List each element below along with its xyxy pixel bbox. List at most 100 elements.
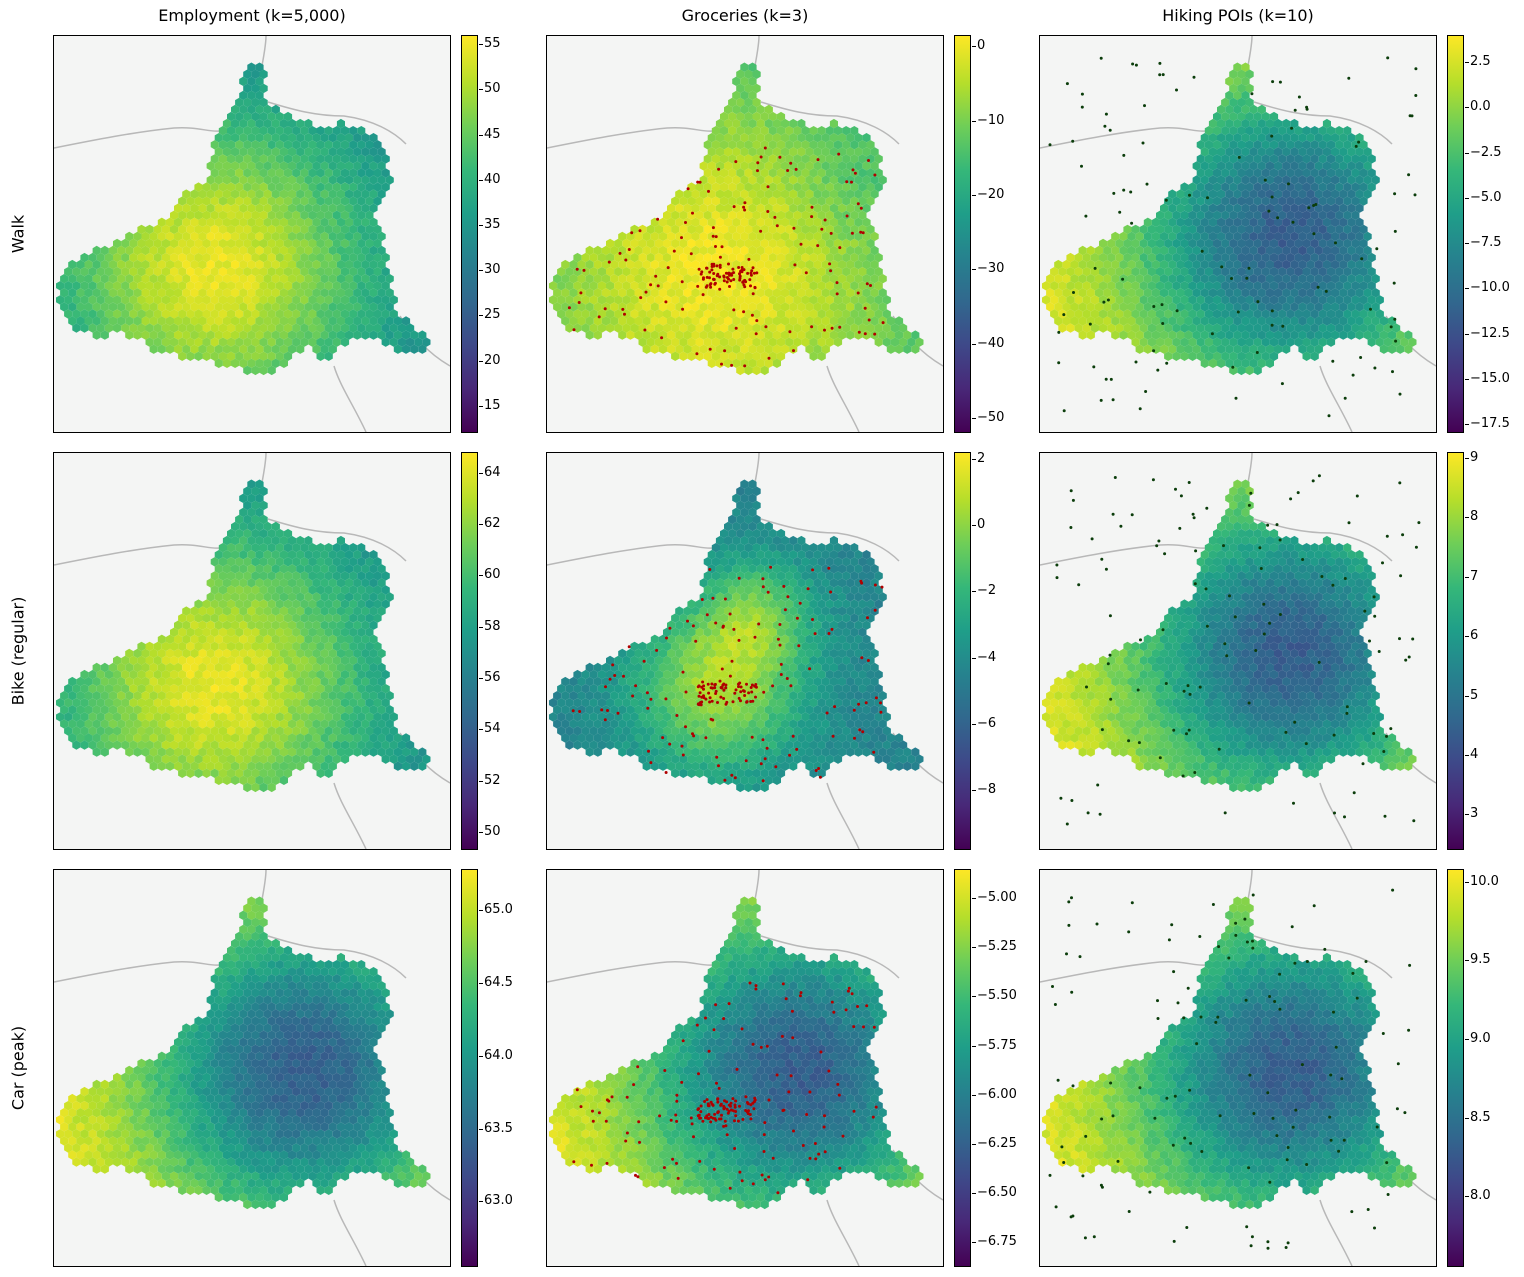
hex-cell [279,578,288,588]
hex-cell [724,133,733,143]
hex-cell [170,641,179,652]
hex-cell [728,154,737,164]
hex-cell [218,295,227,305]
hex-cell [247,733,256,743]
hex-cell [308,740,317,750]
poi-point [1158,73,1162,77]
hex-cell [711,126,720,136]
hex-cell [1253,196,1262,206]
hex-cell [1131,323,1140,333]
hex-cell [866,224,875,235]
hex-cell [113,669,122,680]
hex-cell [76,274,85,284]
hex-cell [1265,344,1274,354]
hex-cell [369,676,378,687]
hex-cell [732,535,741,546]
hex-cell [1335,140,1344,150]
hex-cell [1257,203,1266,213]
hex-cell [1306,161,1315,171]
hex-cell [263,288,272,298]
hex-cell [88,281,97,291]
hex-cell [304,606,313,616]
hex-cell [210,154,219,164]
hex-cell [805,288,814,298]
hex-cell [1151,288,1160,298]
hex-cell [332,557,341,567]
hex-cell [108,302,118,312]
hex-cell [239,189,248,199]
hex-cell [1225,90,1234,101]
hex-cell [1335,168,1344,178]
hex-cell [1282,217,1291,227]
hex-cell [752,365,761,376]
hex-cell [174,733,183,743]
hex-cell [117,274,126,284]
hex-cell [198,662,207,673]
hex-cell [1331,147,1340,157]
hex-cell [88,669,97,680]
hex-cell [752,571,761,581]
hex-cell [157,217,166,227]
hex-cell [292,754,301,764]
hex-cell [1151,330,1160,340]
hex-cell [679,210,688,220]
hex-cell [385,747,394,757]
hex-cell [866,557,875,567]
hex-cell [357,655,366,666]
hex-cell [361,662,370,673]
hex-cell [247,606,256,616]
hex-cell [1314,316,1323,326]
hex-cell [345,705,354,715]
hex-cell [1343,140,1352,150]
poi-point [775,224,779,228]
hex-cell [1278,295,1287,305]
hex-cell [1168,288,1177,298]
hex-cell [829,330,838,340]
hex-cell [222,705,231,715]
poi-point [1393,317,1397,321]
hex-cell [858,238,867,249]
hex-cell [1351,238,1360,249]
hex-cell [809,543,818,553]
hex-cell [267,238,276,249]
hex-cell [353,620,362,630]
hex-cell [198,330,207,340]
hex-cell [218,627,227,637]
hex-cell [231,747,240,757]
hex-cell [740,104,749,115]
hex-cell [679,323,688,333]
hex-cell [121,740,130,750]
hex-cell [1298,330,1307,340]
hex-cell [227,210,236,220]
hex-cell [1082,309,1091,319]
hex-cell [781,203,790,213]
hex-cell [1196,267,1205,277]
hex-cell [349,613,358,623]
map-panel-walk-groceries [546,35,944,433]
hex-cell [695,323,704,333]
hex-cell [198,189,207,199]
hex-cell [80,295,89,305]
poi-point [727,277,730,281]
hex-cell [231,564,240,574]
hex-cell [137,281,146,291]
hex-cell [316,168,325,178]
hex-cell [614,309,623,319]
hex-cell [833,295,843,305]
hex-cell [1249,344,1258,354]
hex-cell [658,259,667,270]
hex-cell [1180,267,1189,277]
hex-cell [267,698,276,708]
hex-cell [259,182,268,192]
hex-cell [353,648,362,659]
hex-cell [1058,267,1067,277]
poi-point [748,278,752,282]
hex-cell [84,259,93,270]
hex-cell [239,578,248,588]
hex-cell [283,641,293,652]
hex-cell [1241,259,1250,270]
hex-cell [267,712,276,722]
hex-cell [186,641,195,652]
hex-cell [1282,147,1291,157]
hex-cell [186,698,195,708]
